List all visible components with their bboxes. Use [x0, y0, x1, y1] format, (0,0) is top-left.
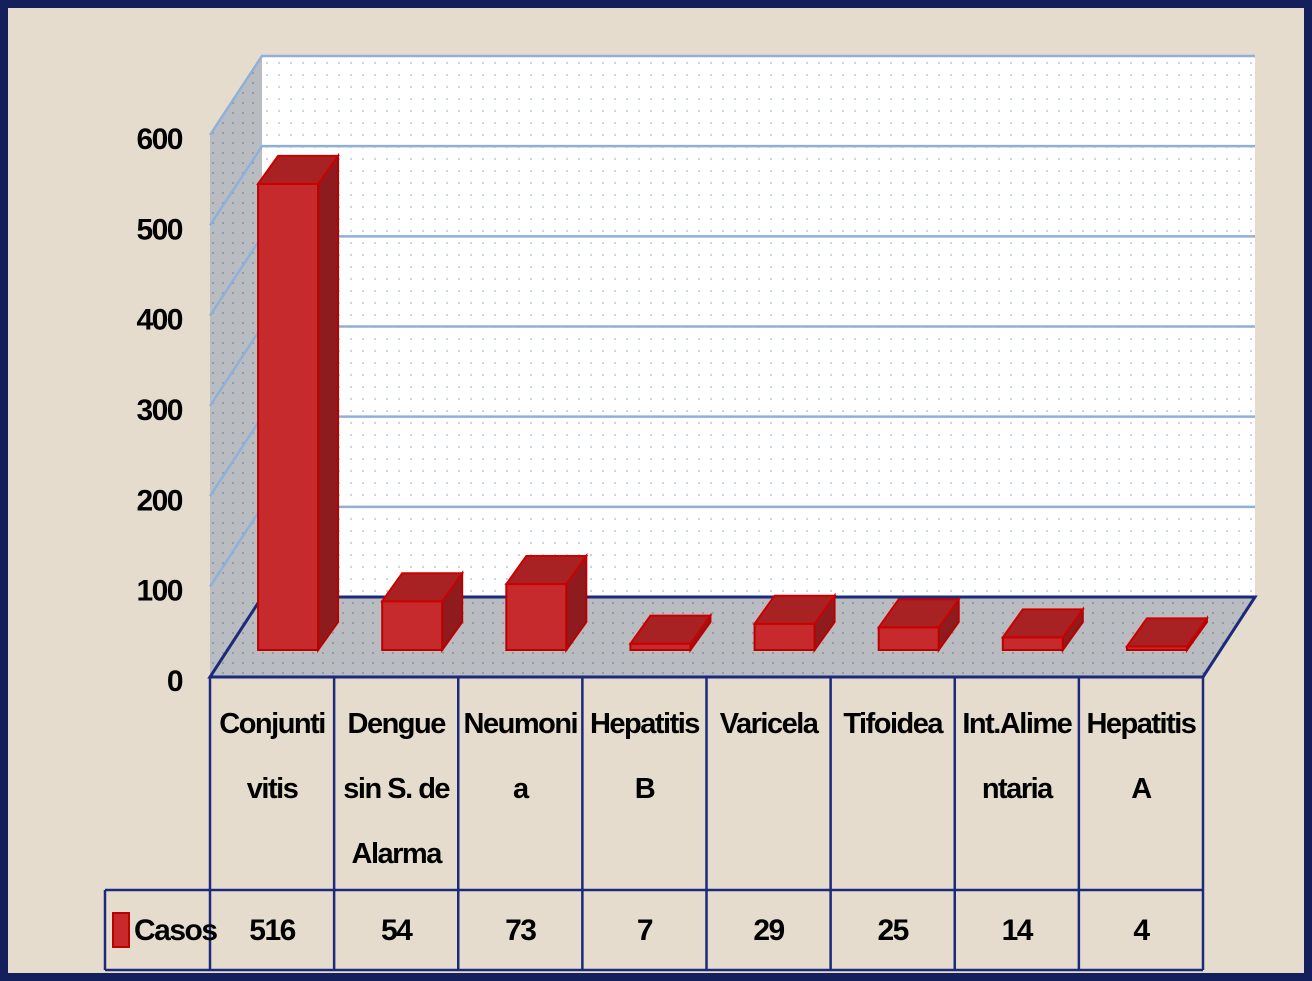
- y-tick-label: 300: [136, 394, 182, 427]
- floor: [207, 595, 1258, 679]
- y-tick-label: 100: [136, 575, 182, 608]
- bar: [505, 583, 568, 651]
- category-label: Tifoidea: [843, 708, 943, 740]
- y-tick-label: 600: [136, 123, 182, 156]
- data-table-value: 4: [1133, 914, 1150, 947]
- grid-line: [208, 54, 1255, 136]
- category-label: Dengue sin S. de Alarma: [343, 708, 450, 870]
- data-table-value: 73: [505, 914, 536, 947]
- bar-side: [317, 152, 340, 654]
- bar-top: [752, 594, 837, 625]
- category-label: Conjuntivitis: [219, 708, 326, 805]
- bar-top: [1124, 617, 1209, 648]
- bar-top: [380, 572, 465, 603]
- data-table-value: 54: [381, 914, 413, 947]
- category-label: Hepatitis B: [589, 708, 700, 805]
- category-label: Int.Alimentaria: [962, 708, 1072, 805]
- bar: [257, 182, 320, 651]
- bar: [753, 622, 816, 652]
- data-table-value: 29: [753, 914, 784, 947]
- category-label: Hepatitis A: [1086, 708, 1196, 805]
- bar: [877, 626, 940, 652]
- legend-swatch: [112, 912, 130, 948]
- bar-top: [876, 598, 961, 629]
- bar-top: [628, 614, 713, 645]
- y-tick-label: 0: [167, 665, 183, 698]
- bar-top: [256, 154, 341, 185]
- y-tick-label: 400: [136, 304, 182, 337]
- bar-top: [504, 555, 589, 586]
- y-tick-label: 500: [136, 213, 182, 246]
- y-tick-label: 200: [136, 484, 182, 517]
- grid-line: [208, 144, 1255, 227]
- legend-label: Casos: [134, 914, 217, 947]
- bar: [1001, 636, 1064, 651]
- data-table-value: 25: [878, 914, 909, 947]
- category-label: Varicela: [719, 708, 819, 740]
- data-table-value: 516: [249, 914, 295, 947]
- data-table-value: 7: [637, 914, 653, 947]
- data-table-value: 14: [1002, 914, 1034, 947]
- bar-top: [1000, 608, 1085, 639]
- category-label: Neumonia: [463, 708, 579, 805]
- bar: [381, 600, 444, 651]
